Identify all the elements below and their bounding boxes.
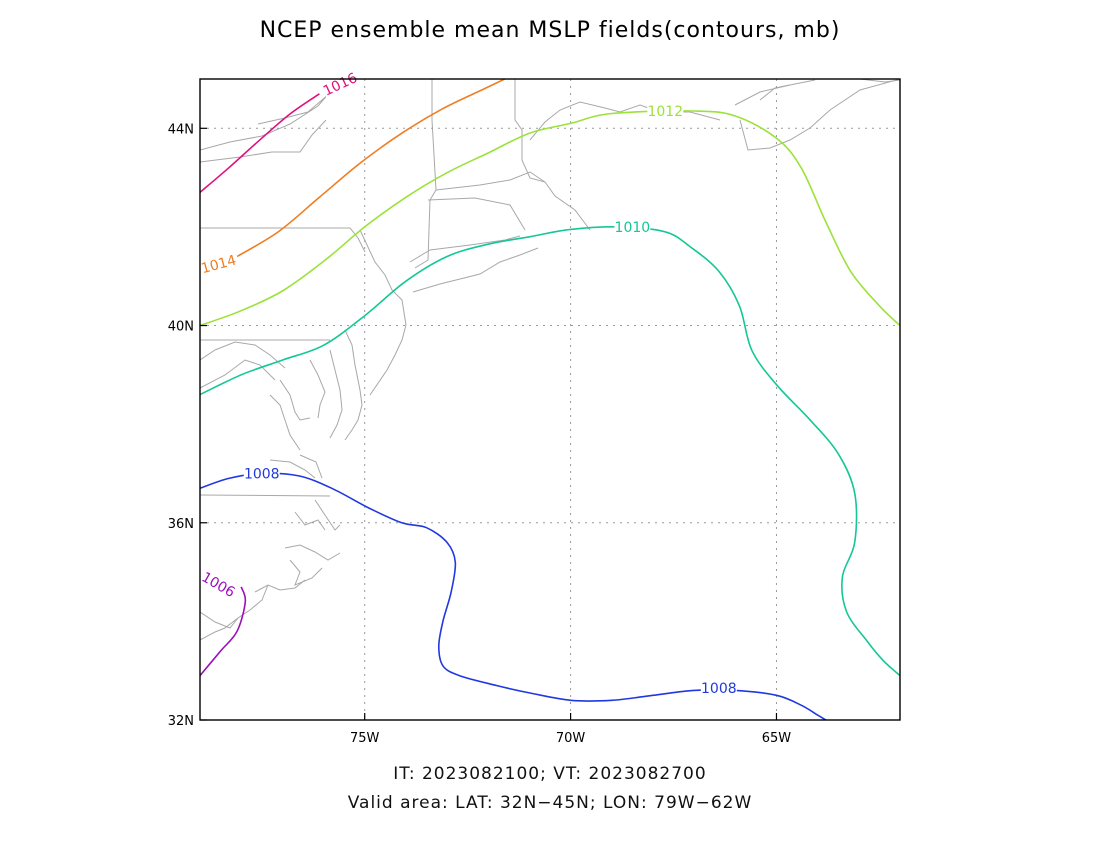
coastline-segment (200, 119, 327, 163)
lat-lon-grid (200, 79, 900, 720)
contour-1014: 1014 (199, 79, 506, 278)
contour-label: 1008 (701, 681, 737, 697)
contour-label-bg (199, 251, 238, 277)
coastline-segment (309, 359, 326, 419)
map-border (199, 78, 901, 721)
coastline-segment (279, 379, 311, 421)
coastline-segment (200, 341, 286, 369)
contour-label-bg (243, 465, 280, 482)
coastline-segment (299, 454, 323, 479)
lat-tick-label: 40N (168, 320, 194, 335)
coastline-segment (435, 171, 546, 191)
lat-tick-label: 32N (168, 714, 194, 729)
coastline-segment (294, 511, 326, 531)
contour-label-bg (198, 568, 239, 601)
coastline-segment (269, 394, 301, 451)
lat-tick-label: 36N (168, 517, 194, 532)
contour-label: 1016 (321, 70, 360, 100)
coastline-segment (529, 101, 721, 141)
contour-label-bg (614, 218, 651, 235)
coastline-segment (200, 494, 331, 497)
contour-line (236, 79, 506, 258)
coastline-segment (759, 84, 791, 101)
coastline-segment (200, 617, 239, 641)
coastline-segment (254, 579, 306, 593)
coastline-segment (427, 197, 526, 231)
coastline-segment (739, 79, 900, 151)
contour-line (200, 110, 900, 327)
coastline-segment (200, 359, 276, 389)
contour-1010: 1010 (200, 218, 900, 677)
coastline-segment (329, 349, 343, 439)
contour-label: 1010 (615, 220, 651, 236)
coastline-segment (200, 227, 366, 253)
axis-labels: 75W 70W 65W 32N 36N 40N 44N (168, 122, 792, 746)
contour-label: 1012 (647, 104, 683, 120)
lon-tick-label: 65W (762, 731, 792, 746)
coastline-layer (200, 79, 900, 641)
contour-label-bg (320, 69, 360, 99)
contour-1006: 1006 (198, 568, 247, 677)
contour-line (200, 93, 320, 194)
init-valid-time: IT: 2023082100; VT: 2023082700 (393, 764, 707, 784)
contour-1016: 1016 (200, 69, 360, 194)
contour-label: 1006 (199, 569, 238, 601)
lon-tick-label: 70W (556, 731, 586, 746)
coastline-segment (289, 559, 323, 586)
coastline-segment (200, 91, 331, 151)
contour-1008: 1008 1008 (200, 465, 827, 720)
valid-area: Valid area: LAT: 32N−45N; LON: 79W−62W (347, 793, 753, 813)
contour-1012: 1012 (200, 103, 900, 327)
coastline-segment (359, 229, 407, 396)
coastline-segment (344, 329, 363, 441)
coastline-segment (269, 459, 316, 479)
lat-tick-label: 44N (168, 122, 194, 137)
coastline-segment (412, 247, 539, 293)
coastline-segment (414, 79, 437, 269)
contour-line (200, 226, 900, 677)
coastline-segment (409, 235, 521, 263)
contour-label: 1008 (244, 466, 280, 482)
map-frame (199, 78, 901, 721)
contour-label-bg (700, 679, 737, 696)
contour-label: 1014 (200, 253, 239, 278)
lon-tick-label: 75W (350, 731, 380, 746)
coastline-segment (314, 499, 341, 531)
contour-layer: 1016 1014 1012 1010 1008 1008 1006 (199, 69, 900, 720)
coastline-segment (514, 79, 591, 231)
coastline-segment (734, 79, 816, 106)
coastline-segment (859, 79, 900, 83)
coastline-segment (284, 544, 341, 561)
contour-line (200, 586, 247, 677)
chart-title: NCEP ensemble mean MSLP fields(contours,… (259, 18, 841, 43)
contour-label-bg (647, 103, 684, 120)
